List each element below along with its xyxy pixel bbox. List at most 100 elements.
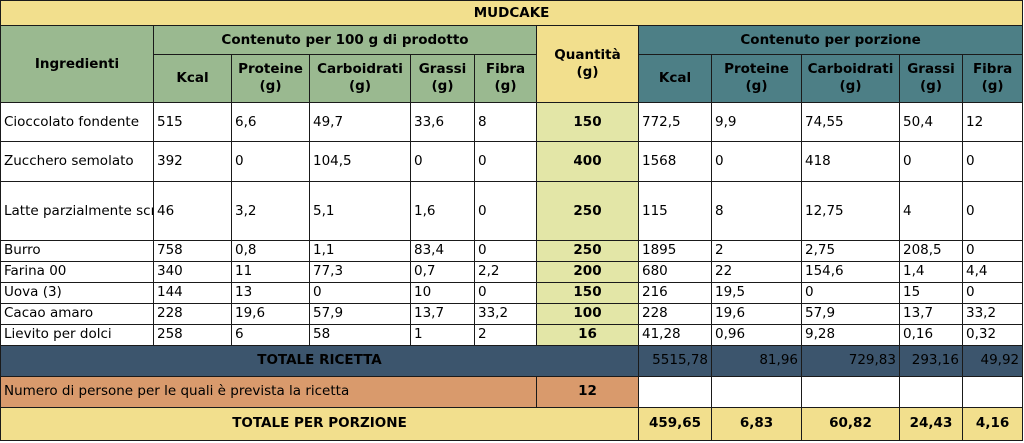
portion-value: 0: [899, 141, 963, 183]
col-header-line1: Proteine: [724, 61, 789, 78]
per100-col-header-0: Kcal: [153, 54, 232, 103]
per-portion-total-value: 459,65: [638, 406, 712, 442]
per100-value: 1,6: [410, 181, 475, 241]
portion-value: 9,9: [711, 101, 802, 143]
per100-value: 11: [231, 260, 310, 283]
per100-value: 392: [153, 141, 232, 183]
table-row: Farina 00 340 11 77,3 0,7 2,2 200 680 22 154,6 1,4…: [0, 260, 1024, 283]
portion-value: 154,6: [801, 260, 900, 283]
per100-value: 0: [474, 281, 537, 304]
portion-value: 2: [711, 239, 802, 262]
portion-value: 74,55: [801, 101, 900, 143]
per-portion-total-value: 60,82: [801, 406, 900, 442]
per100-value: 1,1: [309, 239, 411, 262]
quantity-value: 150: [536, 281, 639, 304]
per100-value: 3,2: [231, 181, 310, 241]
portion-value: 1,4: [899, 260, 963, 283]
portion-value: 0: [711, 141, 802, 183]
portion-value: 0: [961, 281, 1024, 304]
portion-value: 2,75: [801, 239, 900, 262]
per100-col-header-4: Fibra (g): [474, 54, 537, 103]
empty-cell: [961, 375, 1024, 408]
portion-value: 22: [711, 260, 802, 283]
portion-value: 0,32: [961, 323, 1024, 346]
col-header-line2: (g): [259, 78, 282, 95]
portion-value: 41,28: [638, 323, 712, 346]
per100-value: 10: [410, 281, 475, 304]
ingredient-name: Zucchero semolato: [0, 141, 154, 183]
col-header-line2: (g): [494, 78, 517, 95]
quantity-header-line2: (g): [576, 64, 599, 81]
quantity-value: 150: [536, 101, 639, 143]
portion-value: 8: [711, 181, 802, 241]
table-row: Lievito per dolci 258 6 58 1 2 16 41,28 0,96 9,28…: [0, 323, 1024, 346]
persons-label: Numero di persone per le quali è previst…: [0, 375, 537, 408]
per100-value: 104,5: [309, 141, 411, 183]
per100-col-header-3: Grassi (g): [410, 54, 475, 103]
per100-value: 0,8: [231, 239, 310, 262]
empty-cell: [899, 375, 963, 408]
portion-value: 680: [638, 260, 712, 283]
portion-col-header-4: Fibra (g): [961, 54, 1024, 103]
per100-value: 13: [231, 281, 310, 304]
per100-value: 46: [153, 181, 232, 241]
per100-value: 5,1: [309, 181, 411, 241]
per100-value: 8: [474, 101, 537, 143]
ingredient-name: Cioccolato fondente: [0, 101, 154, 143]
portion-value: 50,4: [899, 101, 963, 143]
table-row: Cacao amaro 228 19,6 57,9 13,7 33,2 100 228 19,6…: [0, 302, 1024, 325]
portion-value: 33,2: [961, 302, 1024, 325]
per-portion-total-value: 6,83: [711, 406, 802, 442]
portion-value: 208,5: [899, 239, 963, 262]
portion-value: 228: [638, 302, 712, 325]
per100-value: 0,7: [410, 260, 475, 283]
per100-value: 13,7: [410, 302, 475, 325]
per100-value: 515: [153, 101, 232, 143]
table-row: Uova (3) 144 13 0 10 0 150 216 19,5 0 15 0: [0, 281, 1024, 304]
per100-value: 228: [153, 302, 232, 325]
per100-col-header-2: Carboidrati (g): [309, 54, 411, 103]
quantity-value: 250: [536, 181, 639, 241]
portion-value: 15: [899, 281, 963, 304]
per100-value: 758: [153, 239, 232, 262]
col-header-line1: Grassi: [907, 61, 955, 78]
portion-col-header-1: Proteine (g): [711, 54, 802, 103]
portion-value: 4: [899, 181, 963, 241]
portion-value: 0,96: [711, 323, 802, 346]
col-header-line1: Kcal: [176, 69, 209, 86]
per100-value: 58: [309, 323, 411, 346]
empty-cell: [801, 375, 900, 408]
portion-value: 57,9: [801, 302, 900, 325]
per100-col-header-1: Proteine (g): [231, 54, 310, 103]
ingredient-name: Burro: [0, 239, 154, 262]
per100-value: 77,3: [309, 260, 411, 283]
per100-value: 0: [410, 141, 475, 183]
total-recipe-row: TOTALE RICETTA 5515,78 81,96 729,83 293,16 49…: [0, 344, 1024, 377]
table-row: Zucchero semolato 392 0 104,5 0 0 400 1568 0 418 0…: [0, 141, 1024, 183]
per100-value: 144: [153, 281, 232, 304]
col-header-line1: Fibra: [485, 61, 526, 78]
ingredient-name: Farina 00: [0, 260, 154, 283]
portion-col-header-2: Carboidrati (g): [801, 54, 900, 103]
empty-cell: [711, 375, 802, 408]
per100-value: 0: [474, 239, 537, 262]
portion-value: 4,4: [961, 260, 1024, 283]
ingredient-name: Lievito per dolci: [0, 323, 154, 346]
per100-value: 258: [153, 323, 232, 346]
portion-value: 0: [961, 141, 1024, 183]
portion-value: 418: [801, 141, 900, 183]
per100-value: 0: [231, 141, 310, 183]
total-recipe-value: 5515,78: [638, 344, 712, 377]
col-header-line2: (g): [981, 78, 1004, 95]
col-header-line1: Carboidrati: [807, 61, 894, 78]
quantity-value: 400: [536, 141, 639, 183]
col-header-line2: (g): [348, 78, 371, 95]
col-header-line2: (g): [839, 78, 862, 95]
per100-value: 33,2: [474, 302, 537, 325]
per100-value: 6,6: [231, 101, 310, 143]
table-row: Burro 758 0,8 1,1 83,4 0 250 1895 2 2,75 208,5 0: [0, 239, 1024, 262]
per-portion-total-value: 24,43: [899, 406, 963, 442]
per100-value: 6: [231, 323, 310, 346]
persons-value: 12: [536, 375, 639, 408]
